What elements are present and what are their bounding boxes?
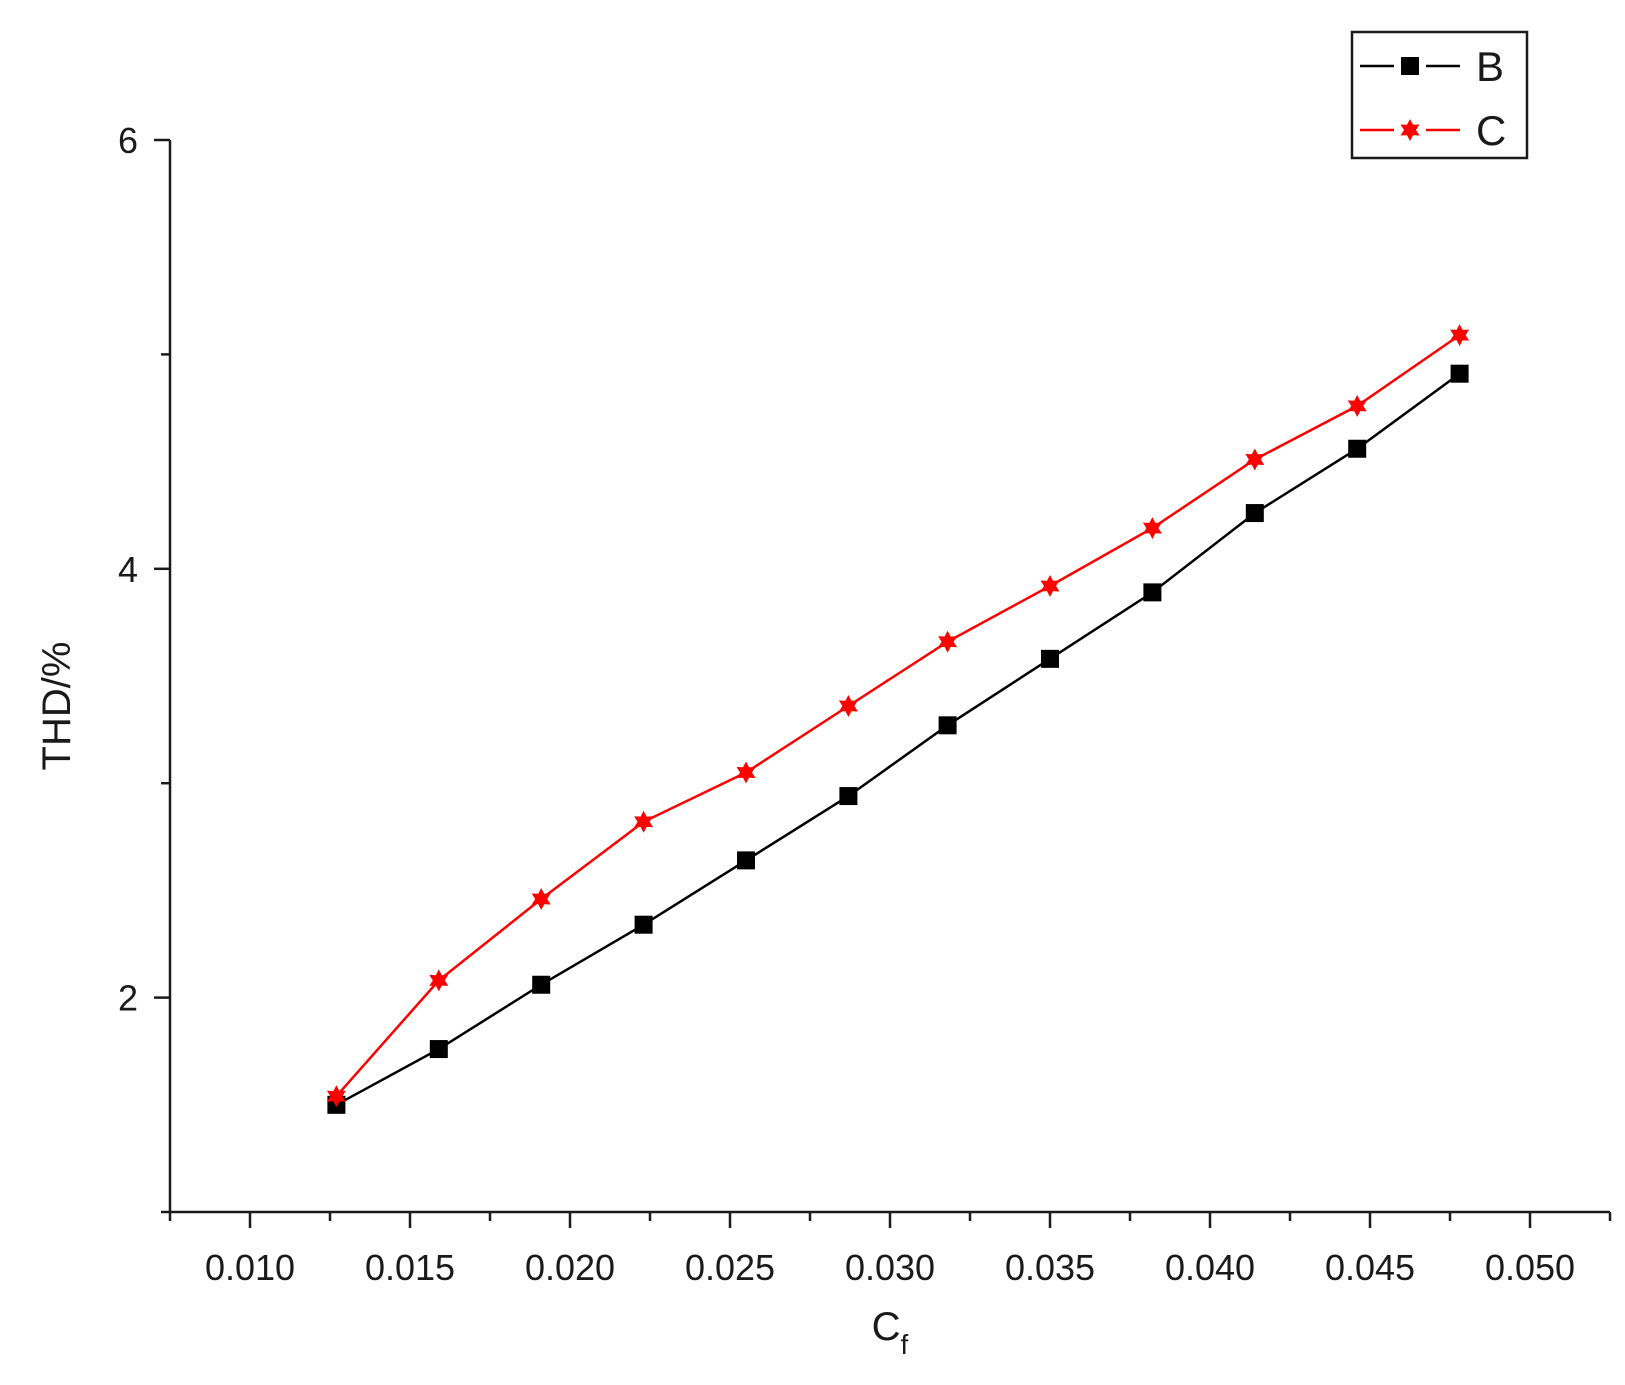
series-c-point xyxy=(1347,394,1367,417)
series-c-line xyxy=(335,334,1461,1098)
y-tick-label: 6 xyxy=(118,120,138,161)
series-c-point xyxy=(1450,324,1470,347)
legend-c-label: C xyxy=(1476,107,1506,154)
x-tick-label: 0.015 xyxy=(365,1247,455,1288)
series-b-line xyxy=(335,372,1461,1106)
series-c xyxy=(326,324,1470,1108)
series-b-point xyxy=(429,1040,448,1059)
axes: 0.010 0.015 0.020 0.025 0.030 0.035 0.040 0.045… xyxy=(118,120,1612,1288)
x-tick-label: 0.050 xyxy=(1485,1247,1575,1288)
series-b-point xyxy=(634,915,653,934)
legend-b-marker xyxy=(1401,57,1419,75)
x-tick-label: 0.030 xyxy=(845,1247,935,1288)
legend-box xyxy=(1350,30,1529,160)
series-b-point xyxy=(1348,439,1367,458)
series-c-point xyxy=(736,761,756,784)
x-tick-label: 0.020 xyxy=(525,1247,615,1288)
legend-c-marker xyxy=(1400,119,1420,141)
series-c-point xyxy=(429,969,449,992)
y-tick-label: 2 xyxy=(118,978,138,1019)
series-c-point xyxy=(531,888,551,910)
y-axis-title: THD/% xyxy=(35,642,79,771)
series-c-point xyxy=(634,810,654,833)
legend: BC xyxy=(1350,30,1529,160)
series-b-point xyxy=(1450,364,1469,383)
series-b-point xyxy=(532,975,551,994)
y-tick-label: 4 xyxy=(118,549,138,590)
x-tick-label: 0.040 xyxy=(1165,1247,1255,1288)
series-c-point xyxy=(1040,575,1060,597)
x-axis-title-subscript: f xyxy=(901,1329,909,1360)
series-b-point xyxy=(737,851,755,870)
series-c-point xyxy=(938,630,958,653)
x-axis-title-main: C xyxy=(872,1305,901,1349)
x-tick-label: 0.010 xyxy=(205,1247,295,1288)
series-b-point xyxy=(1143,583,1162,602)
legend-b-label: B xyxy=(1476,43,1504,90)
series-c-point xyxy=(1142,517,1162,540)
x-tick-label: 0.045 xyxy=(1325,1247,1415,1288)
series-group xyxy=(326,324,1470,1114)
series-b-point xyxy=(1041,649,1059,668)
series-b-point xyxy=(839,787,858,806)
series-b-point xyxy=(938,716,957,735)
series-c-point xyxy=(326,1085,346,1108)
x-tick-label: 0.025 xyxy=(685,1247,775,1288)
series-c-point xyxy=(838,695,858,717)
series-c-point xyxy=(1245,448,1265,471)
x-tick-label: 0.035 xyxy=(1005,1247,1095,1288)
series-b-point xyxy=(1245,504,1264,523)
x-axis-title: Cf xyxy=(872,1305,909,1360)
